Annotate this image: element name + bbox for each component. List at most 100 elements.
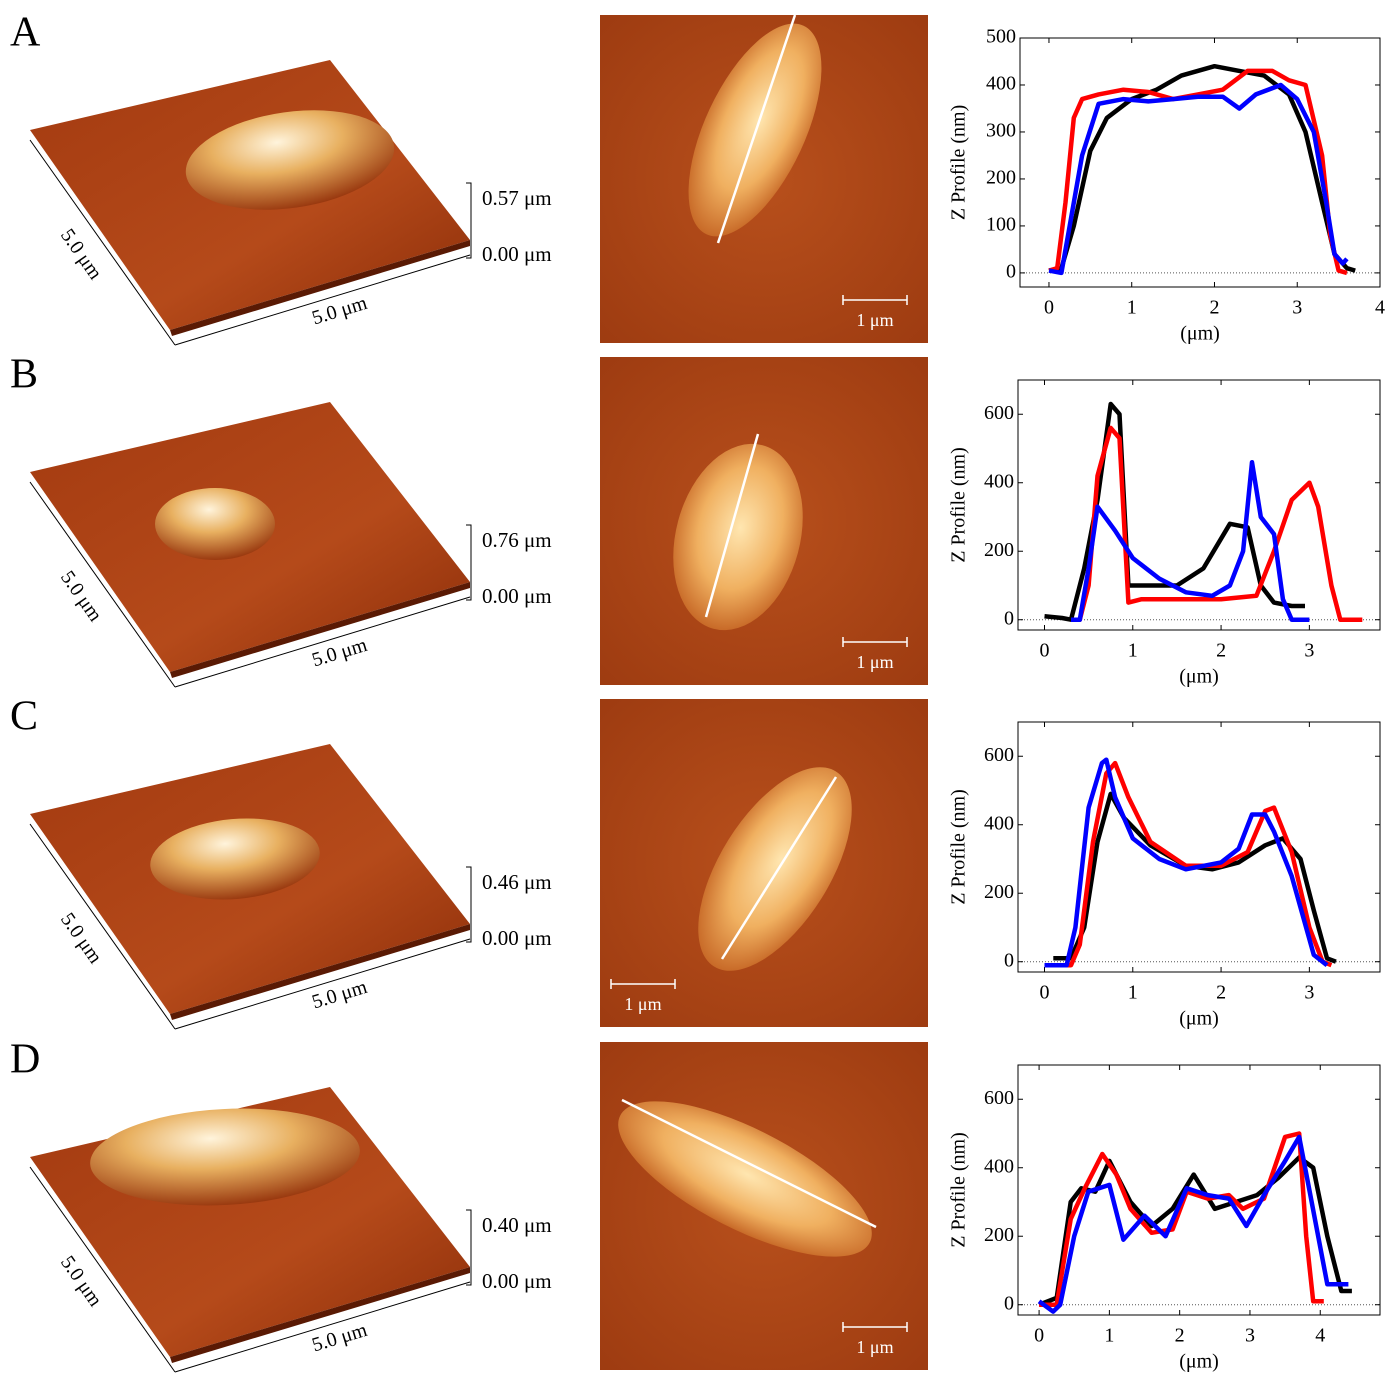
data-line [1048,63,1356,273]
afm-image-cell [698,767,852,971]
scale-bar-label: 1 μm [856,310,893,330]
y-axis-label: Z Profile (nm) [948,447,970,563]
y-tick-label: 100 [986,214,1016,236]
z-scale-bracket [466,524,472,601]
scale-bar [842,1322,908,1332]
x-tick-label: 3 [1292,297,1302,319]
y-tick-label: 400 [984,470,1014,492]
z-max-label: 0.76 μm [482,528,552,552]
profile-chart: 0 200 400 600 0 1 2 3 (μm) Z Profile (nm) [948,721,1381,1030]
profile-line [704,433,760,618]
x-size-label: 5.0 μm [309,634,370,672]
afm-3d-cell [155,488,275,560]
panel-row: B 5.0 μm 5.0 μm 0.76 μm 0.00 μm 1 μm [10,352,928,688]
profile-chart: 0 200 400 600 0 1 2 3 (μm) Z Profile (nm) [948,379,1381,688]
scale-bar-label: 1 μm [624,994,661,1014]
profile-line [621,1098,877,1229]
y-tick-label: 0 [1006,260,1016,282]
x-tick-label: 2 [1216,982,1226,1004]
y-tick-label: 600 [984,744,1014,766]
x-size-label: 5.0 μm [309,1319,370,1357]
z-min-label: 0.00 μm [482,1269,552,1293]
plot-frame [1017,379,1381,631]
data-line [1071,459,1310,622]
y-tick-label: 500 [986,26,1016,48]
x-tick-label: 3 [1245,1325,1255,1347]
scale-bar [842,637,908,647]
z-min-label: 0.00 μm [482,584,552,608]
y-tick-label: 0 [1004,1292,1014,1314]
afm-3d-edge [170,582,470,678]
x-tick-label: 2 [1175,1325,1185,1347]
data-line [1048,82,1349,276]
scale-bar [842,295,908,305]
x-tick-label: 0 [1044,297,1054,319]
panel-label: D [10,1037,40,1083]
x-tick-label: 2 [1209,297,1219,319]
axis-line [174,596,471,688]
axis-line [174,254,471,346]
x-axis-label: (μm) [1180,323,1220,345]
afm-image-cell [673,443,803,631]
data-line [1044,760,1333,968]
afm-3d-cell [185,110,395,210]
y-tick-label: 200 [984,1224,1014,1246]
profile-chart: 0 200 400 600 0 1 2 3 4 (μm) Z Profile (nm) [948,1064,1381,1373]
z-max-label: 0.57 μm [482,186,552,210]
x-tick-label: 1 [1128,640,1138,662]
data-line [1037,1134,1349,1314]
z-scale-bracket [466,1209,472,1286]
y-tick-label: 200 [984,539,1014,561]
x-axis-label: (μm) [1179,1351,1219,1373]
x-tick-label: 4 [1375,297,1385,319]
panel-row: A 5.0 μm 5.0 μm 0.57 μm 0.00 μm 1 μm [10,10,928,346]
profile-line [716,14,797,244]
data-line [1044,757,1329,968]
x-tick-label: 0 [1034,1325,1044,1347]
z-scale-bracket [466,866,472,943]
y-tick-label: 600 [984,402,1014,424]
x-tick-label: 3 [1304,982,1314,1004]
axis-line [29,139,176,346]
panel-label: A [10,10,41,56]
data-line [1044,401,1305,622]
x-axis-label: (μm) [1179,1008,1219,1030]
x-size-label: 5.0 μm [309,292,370,330]
panel-row: C 5.0 μm 5.0 μm 0.46 μm 0.00 μm 1 μm [10,694,928,1030]
y-tick-label: 300 [986,120,1016,142]
y-tick-label: 0 [1004,949,1014,971]
axis-line [29,1166,176,1373]
axis-line [174,938,471,1030]
afm-3d-edge [170,1267,470,1363]
axis-line [29,823,176,1030]
z-min-label: 0.00 μm [482,926,552,950]
plot-frame [1017,721,1381,973]
x-tick-label: 1 [1104,1325,1114,1347]
scale-bar [610,979,676,989]
scale-bar-label: 1 μm [856,1337,893,1357]
x-tick-label: 4 [1315,1325,1325,1347]
afm-3d-edge [170,924,470,1020]
y-tick-label: 600 [984,1087,1014,1109]
y-axis-label: Z Profile (nm) [948,105,970,221]
x-tick-label: 0 [1039,982,1049,1004]
y-tick-label: 200 [984,881,1014,903]
z-max-label: 0.40 μm [482,1213,552,1237]
z-scale-bracket [466,182,472,259]
afm-3d-cell [90,1108,360,1206]
z-max-label: 0.46 μm [482,870,552,894]
profile-line [720,776,838,960]
axis-line [29,481,176,688]
x-tick-label: 3 [1304,640,1314,662]
afm-image-cell [618,1101,872,1257]
z-min-label: 0.00 μm [482,242,552,266]
plot-frame [1019,37,1381,288]
x-tick-label: 2 [1216,640,1226,662]
axis-line [174,1281,471,1373]
panel-label: B [10,352,38,398]
plot-frame [1017,1064,1381,1316]
y-size-label: 5.0 μm [56,909,107,968]
x-tick-label: 1 [1127,297,1137,319]
